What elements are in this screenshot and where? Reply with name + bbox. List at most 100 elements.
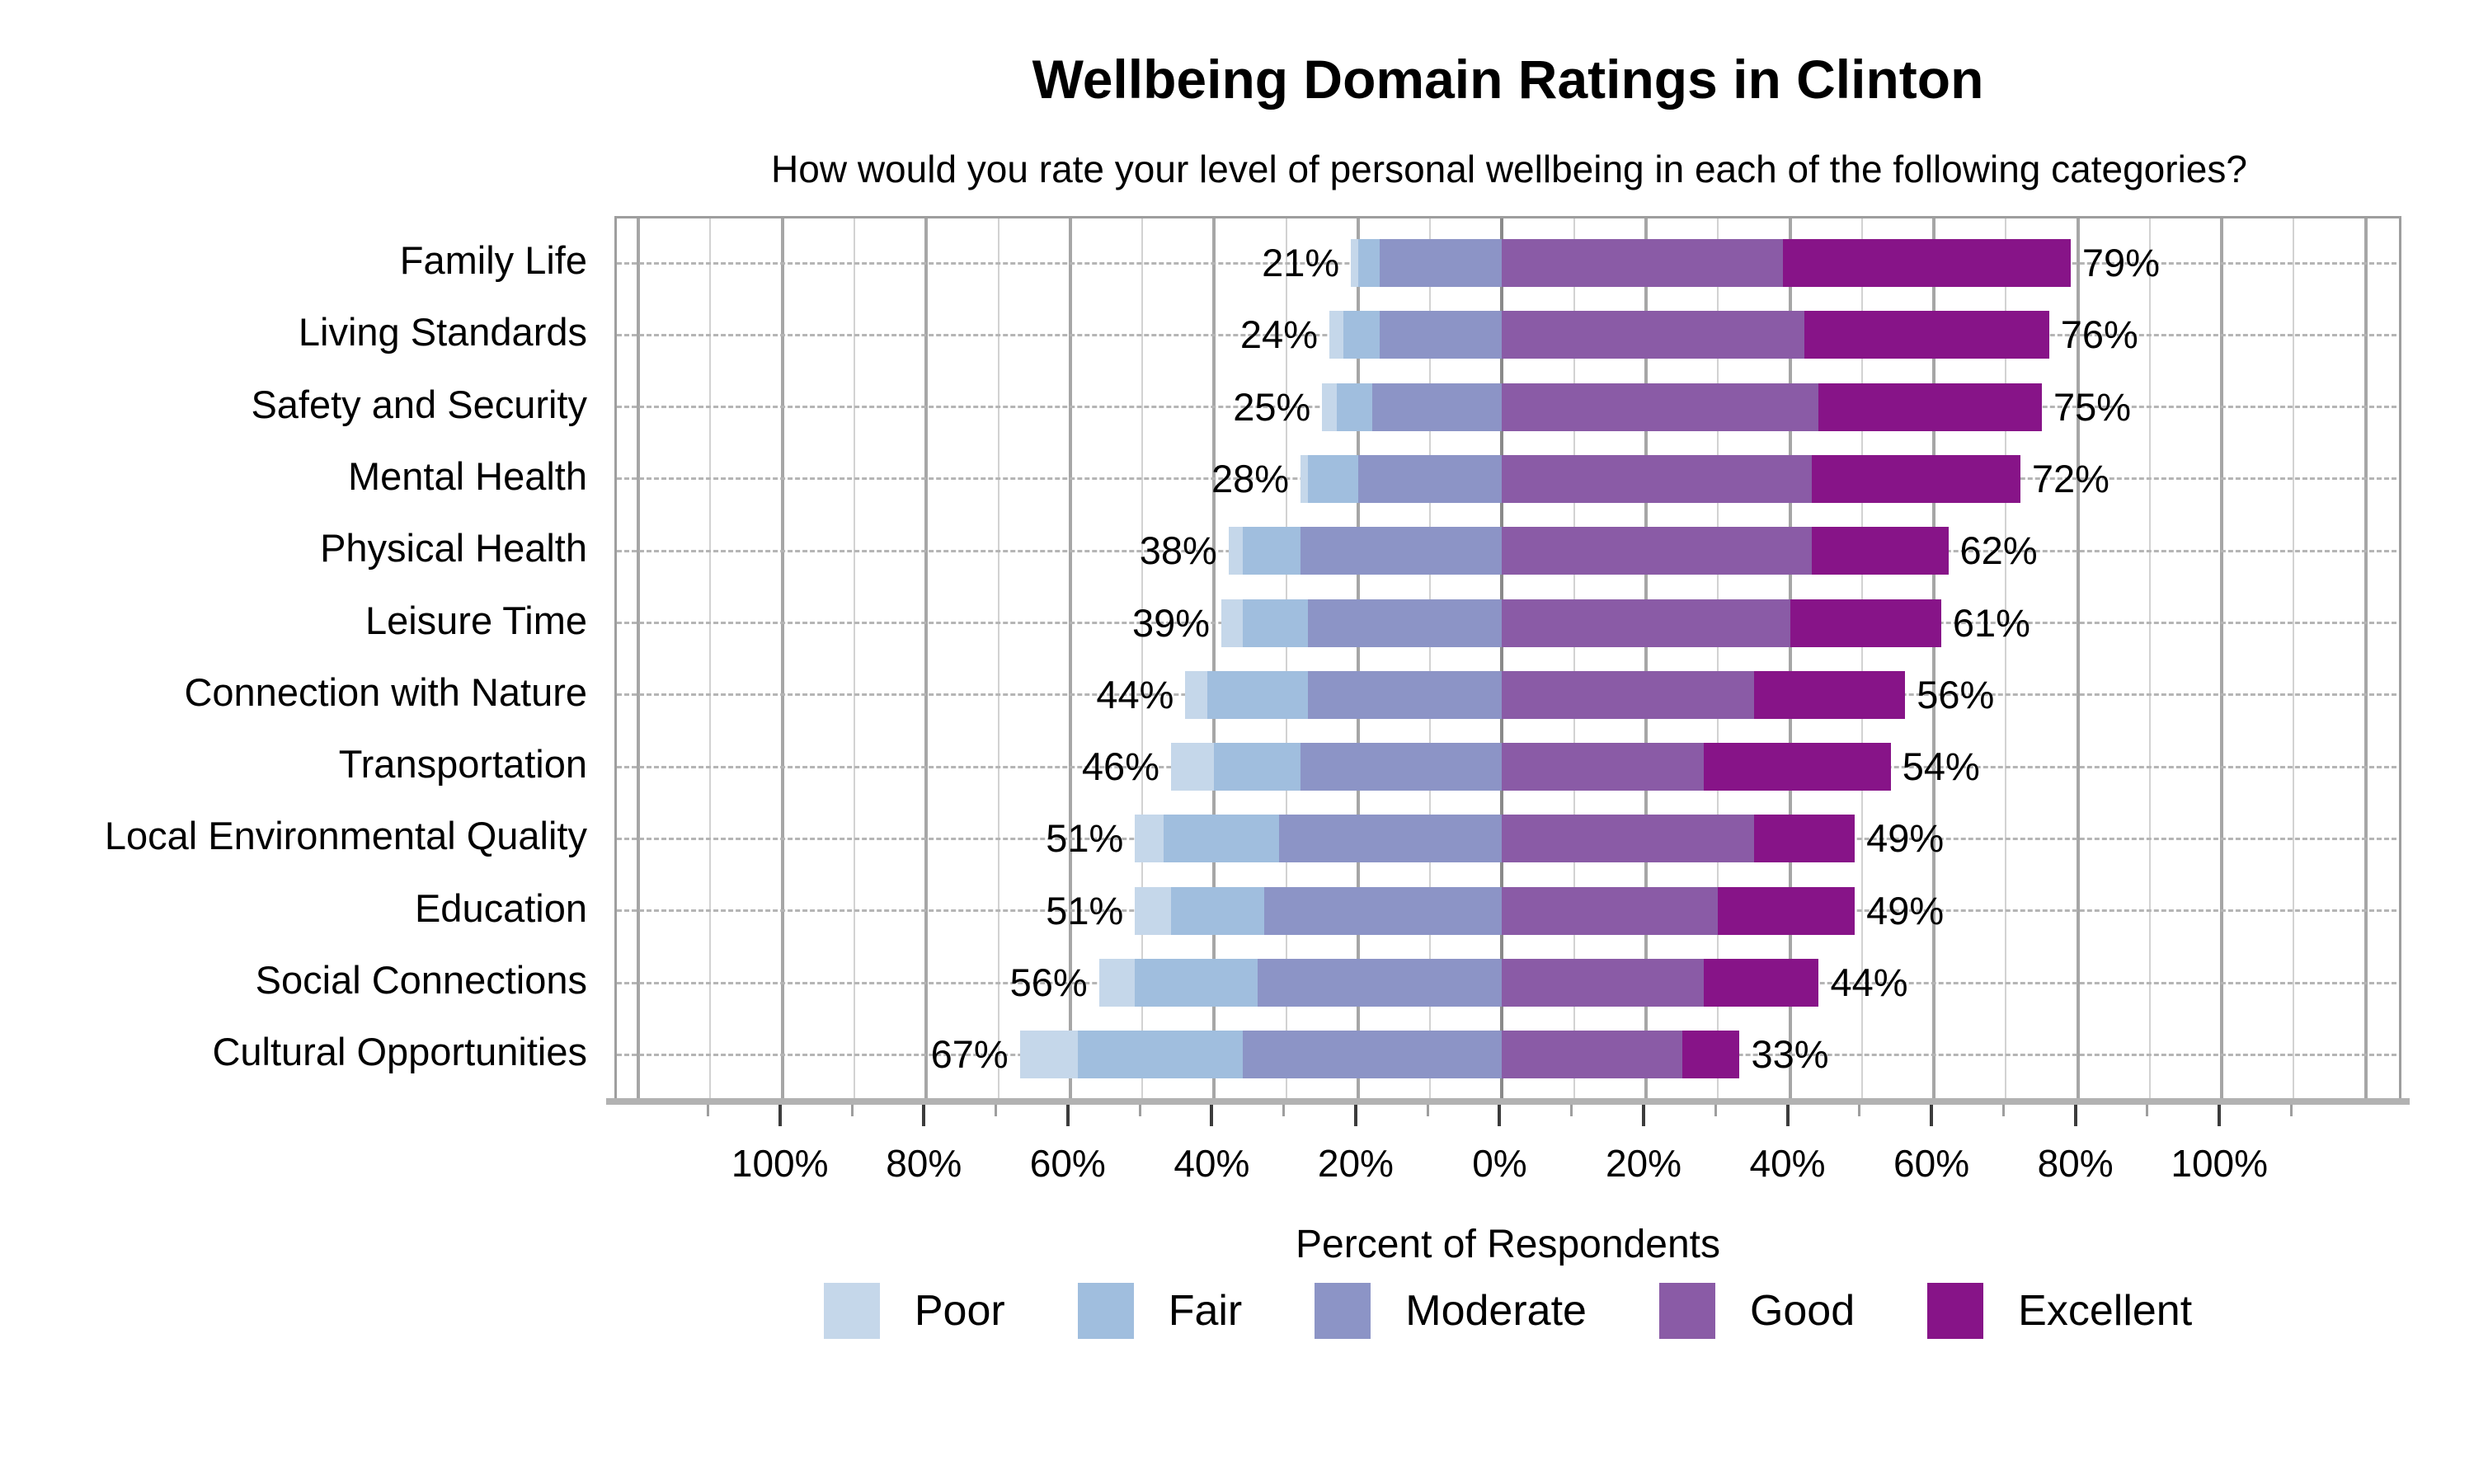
bar-segment-good	[1502, 454, 1812, 503]
x-axis-tick	[1065, 1105, 1070, 1126]
category-label: Connection with Nature	[184, 669, 587, 714]
x-axis-minor-tick	[706, 1105, 709, 1116]
bar-segment-moderate	[1300, 527, 1503, 575]
bar-segment-fair	[1164, 815, 1279, 863]
bar-right-value: 44%	[1830, 960, 1908, 1004]
legend-swatch-moderate	[1315, 1283, 1371, 1339]
bar-segment-fair	[1214, 743, 1301, 791]
category-label: Family Life	[399, 238, 587, 282]
x-axis-tick-label: 20%	[1317, 1142, 1394, 1185]
bar-segment-poor	[1019, 1031, 1078, 1079]
legend-swatch-good	[1658, 1283, 1715, 1339]
category-label: Cultural Opportunities	[212, 1030, 587, 1074]
vertical-gridline	[2363, 218, 2368, 1098]
x-axis-tick-label: 40%	[1174, 1142, 1250, 1185]
bar-segment-moderate	[1380, 239, 1503, 287]
x-axis-tick-label: 20%	[1605, 1142, 1682, 1185]
bar-segment-good	[1502, 886, 1719, 935]
legend-label: Fair	[1168, 1287, 1243, 1335]
vertical-gridline	[1932, 218, 1936, 1098]
bar-left-value: 39%	[1132, 600, 1211, 645]
x-axis-minor-tick	[995, 1105, 998, 1116]
x-axis-minor-tick	[1714, 1105, 1717, 1116]
bar-segment-moderate	[1257, 959, 1503, 1007]
bar-right-value: 54%	[1902, 744, 1980, 789]
bar-left-value: 67%	[930, 1032, 1009, 1077]
zero-gridline	[1500, 218, 1504, 1098]
vertical-gridline	[1644, 218, 1648, 1098]
x-axis-minor-tick	[850, 1105, 854, 1116]
bar-left-value: 24%	[1239, 312, 1318, 357]
bar-segment-good	[1502, 959, 1704, 1007]
bar-segment-excellent	[1790, 599, 1941, 647]
vertical-gridline	[1788, 218, 1792, 1098]
x-axis-minor-tick	[1282, 1105, 1286, 1116]
bar-right-value: 79%	[2081, 241, 2160, 284]
bar-segment-fair	[1077, 1031, 1244, 1079]
bar-segment-poor	[1171, 743, 1215, 791]
vertical-gridline	[2220, 218, 2224, 1098]
x-axis-tick-label: 60%	[1893, 1142, 1970, 1185]
legend-item: Good	[1658, 1283, 1856, 1339]
bar-right-value: 75%	[2053, 384, 2132, 429]
x-axis-tick	[1498, 1105, 1502, 1126]
bar-right-value: 76%	[2060, 312, 2138, 357]
legend-item: Poor	[823, 1283, 1005, 1339]
bar-left-value: 21%	[1262, 241, 1340, 284]
bar-segment-fair	[1243, 599, 1308, 647]
bar-segment-fair	[1206, 670, 1308, 719]
bar-segment-poor	[1098, 959, 1136, 1007]
bar-segment-excellent	[1753, 670, 1906, 719]
legend-label: Good	[1749, 1287, 1856, 1335]
bar-segment-good	[1502, 383, 1819, 431]
vertical-gridline	[2076, 218, 2080, 1098]
vertical-gridline	[1573, 218, 1575, 1098]
x-axis-tick	[1353, 1105, 1357, 1126]
vertical-gridline	[1068, 218, 1072, 1098]
category-label: Living Standards	[298, 310, 587, 355]
bar-segment-poor	[1228, 527, 1244, 575]
category-label: Social Connections	[255, 958, 587, 1002]
x-axis-tick-label: 40%	[1749, 1142, 1826, 1185]
x-axis-tick-label: 0%	[1472, 1142, 1527, 1185]
bar-segment-moderate	[1372, 383, 1503, 431]
bar-segment-fair	[1243, 527, 1301, 575]
x-axis-minor-tick	[1570, 1105, 1573, 1116]
bar-segment-fair	[1343, 311, 1380, 359]
vertical-gridline	[637, 218, 641, 1098]
bar-left-value: 51%	[1046, 816, 1124, 861]
vertical-gridline	[1356, 218, 1360, 1098]
bar-segment-poor	[1135, 815, 1164, 863]
vertical-gridline	[2148, 218, 2151, 1098]
legend-label: Excellent	[2018, 1287, 2193, 1335]
legend-label: Moderate	[1405, 1287, 1587, 1335]
bar-segment-good	[1502, 743, 1704, 791]
bar-segment-good	[1502, 599, 1790, 647]
category-label: Education	[414, 885, 587, 930]
bar-left-value: 25%	[1233, 384, 1311, 429]
x-axis-minor-tick	[1138, 1105, 1141, 1116]
vertical-gridline	[854, 218, 855, 1098]
category-label: Physical Health	[320, 526, 587, 571]
legend-item: Moderate	[1315, 1283, 1587, 1339]
vertical-gridline	[1141, 218, 1144, 1098]
bar-left-value: 38%	[1139, 528, 1217, 573]
x-axis-tick	[1210, 1105, 1214, 1126]
vertical-gridline	[1285, 218, 1287, 1098]
bar-segment-moderate	[1278, 815, 1503, 863]
category-label: Safety and Security	[251, 382, 587, 426]
x-axis-tick	[1930, 1105, 1934, 1126]
x-axis-tick	[1785, 1105, 1790, 1126]
x-axis-line	[606, 1098, 2410, 1105]
bar-segment-fair	[1307, 454, 1358, 503]
bar-segment-excellent	[1782, 239, 2071, 287]
x-axis-label: Percent of Respondents	[1296, 1223, 1720, 1266]
bar-segment-moderate	[1307, 670, 1503, 719]
bar-left-value: 46%	[1081, 744, 1159, 789]
bar-right-value: 72%	[2031, 456, 2109, 500]
bar-right-value: 62%	[1959, 528, 2038, 573]
x-axis-tick-label: 80%	[2037, 1142, 2114, 1185]
bar-segment-excellent	[1753, 815, 1856, 863]
bar-right-value: 49%	[1866, 816, 1945, 861]
x-axis-tick-label: 60%	[1029, 1142, 1106, 1185]
